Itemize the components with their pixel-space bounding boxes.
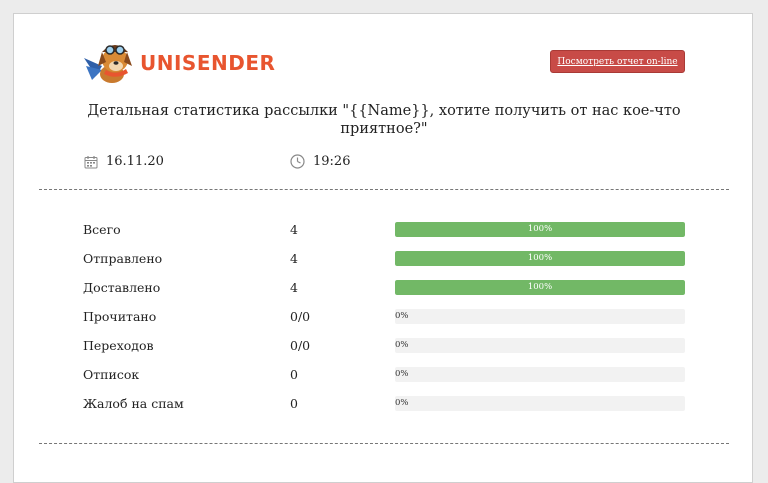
stat-row: Отписок 0 0%: [14, 365, 754, 383]
report-sheet: UNISENDER Посмотреть отчет on-line Детал…: [13, 13, 753, 483]
unisender-logo[interactable]: UNISENDER: [82, 36, 275, 88]
stat-label: Отписок: [83, 367, 140, 382]
page-title: Детальная статистика рассылки "{{Name}},…: [87, 103, 681, 137]
stat-value: 4: [290, 251, 298, 266]
stat-row: Доставлено 4 100%: [14, 278, 754, 296]
progress-fill: [395, 222, 685, 237]
stat-label: Прочитано: [83, 309, 157, 324]
progress-percent: 0%: [395, 398, 409, 408]
stat-row: Переходов 0/0 0%: [14, 336, 754, 354]
progress-bar: 100%: [395, 222, 685, 237]
progress-percent: 100%: [527, 282, 553, 292]
stat-value: 0/0: [290, 338, 311, 353]
progress-bar: 100%: [395, 251, 685, 266]
stat-value: 0: [290, 367, 298, 382]
stat-label: Всего: [83, 222, 121, 237]
progress-bar: 0%: [395, 309, 685, 324]
stat-row: Прочитано 0/0 0%: [14, 307, 754, 325]
send-date: 16.11.20: [106, 154, 164, 169]
stat-value: 0/0: [290, 309, 311, 324]
progress-percent: 0%: [395, 369, 409, 379]
meta-time: 19:26: [290, 154, 350, 169]
stat-value: 0: [290, 396, 298, 411]
progress-bar: 0%: [395, 338, 685, 353]
stat-value: 4: [290, 280, 298, 295]
stat-row: Отправлено 4 100%: [14, 249, 754, 267]
clock-icon: [290, 154, 305, 169]
progress-bar: 100%: [395, 280, 685, 295]
send-time: 19:26: [313, 154, 351, 169]
progress-fill: [395, 280, 685, 295]
progress-percent: 0%: [395, 340, 409, 350]
progress-bar: 0%: [395, 367, 685, 382]
stat-label: Переходов: [83, 338, 154, 353]
stat-label: Доставлено: [83, 280, 161, 295]
stat-row: Всего 4 100%: [14, 220, 754, 238]
stat-row: Жалоб на спам 0 0%: [14, 394, 754, 412]
logo-wordmark: UNISENDER: [140, 51, 276, 75]
progress-percent: 100%: [527, 224, 553, 234]
divider-top: [39, 189, 729, 190]
stat-label: Жалоб на спам: [83, 396, 184, 411]
progress-fill: [395, 251, 685, 266]
meta-date: 16.11.20: [84, 154, 164, 169]
dog-pilot-mascot-icon: [84, 45, 132, 83]
view-report-online-button[interactable]: Посмотреть отчет on-line: [550, 50, 685, 73]
stat-label: Отправлено: [83, 251, 163, 266]
progress-percent: 100%: [527, 253, 553, 263]
stat-value: 4: [290, 222, 298, 237]
divider-bottom: [39, 443, 729, 444]
progress-bar: 0%: [395, 396, 685, 411]
progress-percent: 0%: [395, 311, 409, 321]
calendar-icon: [84, 155, 98, 168]
